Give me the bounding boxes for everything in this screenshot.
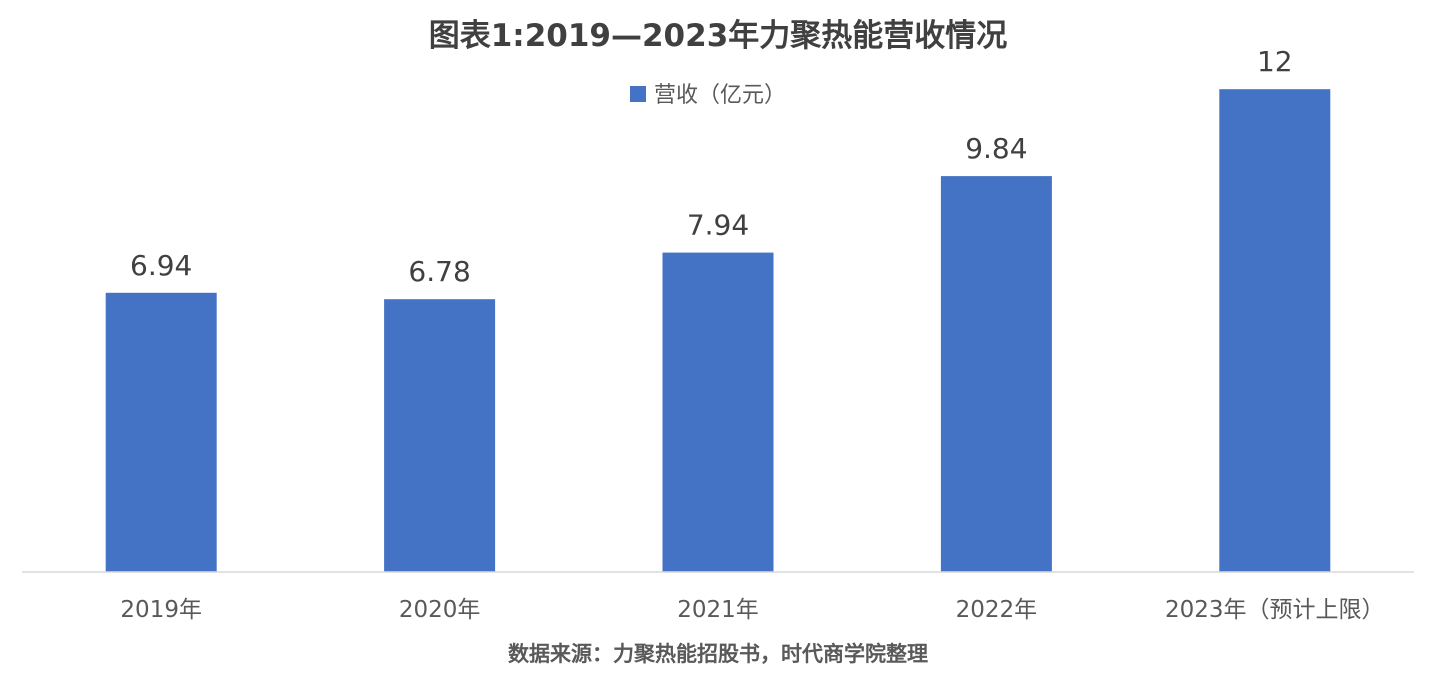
source-note: 数据来源：力聚热能招股书，时代商学院整理 (508, 642, 928, 666)
data-label-2: 7.94 (687, 209, 749, 242)
bar-2 (662, 252, 774, 572)
legend: 营收（亿元） (630, 83, 786, 108)
x-tick-label-1: 2020年 (399, 597, 481, 623)
x-tick-label-2: 2021年 (677, 597, 759, 623)
data-label-4: 12 (1257, 45, 1293, 78)
data-labels: 6.94 6.78 7.94 9.84 12 (130, 45, 1293, 288)
bar-0 (105, 292, 217, 572)
x-tick-label-3: 2022年 (956, 597, 1038, 623)
bars (105, 89, 1331, 572)
bar-3 (940, 176, 1052, 572)
legend-label: 营收（亿元） (654, 83, 786, 108)
x-axis-tick-labels: 2019年 2020年 2021年 2022年 2023年（预计上限） (120, 597, 1384, 623)
data-label-1: 6.78 (408, 255, 470, 288)
x-tick-label-0: 2019年 (120, 597, 202, 623)
legend-swatch (630, 86, 646, 102)
data-label-3: 9.84 (965, 132, 1027, 165)
chart-title: 图表1:2019—2023年力聚热能营收情况 (429, 18, 1008, 54)
x-tick-label-4: 2023年（预计上限） (1165, 597, 1385, 623)
bar-1 (384, 299, 496, 572)
data-label-0: 6.94 (130, 249, 192, 282)
bar-4 (1219, 89, 1331, 572)
